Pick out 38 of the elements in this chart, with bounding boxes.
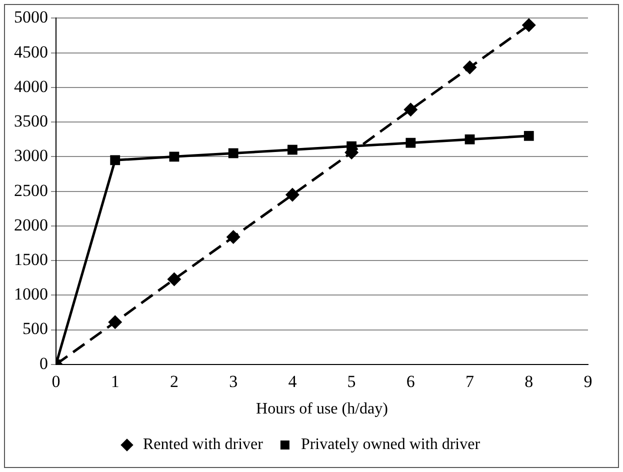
y-tick-label: 3000 — [14, 146, 48, 166]
point — [110, 155, 120, 166]
x-tick-label: 8 — [524, 372, 534, 392]
y-tick-label: 1000 — [14, 284, 48, 304]
x-axis-title: Hours of use (h/day) — [256, 400, 388, 418]
point — [108, 315, 122, 330]
point — [169, 152, 180, 162]
x-tick-label: 7 — [466, 372, 475, 392]
point — [167, 272, 182, 286]
legend-label: Privately owned with driver — [300, 436, 481, 454]
y-tick-label: 4500 — [14, 42, 48, 62]
point — [406, 138, 416, 148]
point — [228, 148, 238, 158]
point — [404, 102, 418, 117]
point — [226, 230, 240, 244]
y-tick-label: 4000 — [14, 76, 48, 96]
point — [462, 60, 477, 74]
x-tick-label: 3 — [229, 372, 238, 392]
point — [287, 144, 298, 155]
point — [524, 130, 534, 141]
x-tick-label: 1 — [110, 372, 120, 392]
y-tick-label: 1500 — [14, 250, 48, 270]
point — [464, 134, 475, 144]
y-tick-label: 0 — [40, 354, 48, 373]
x-tick-label: 5 — [347, 372, 356, 392]
point — [522, 18, 536, 32]
y-tick-label: 3500 — [14, 112, 48, 131]
y-tick-label: 5000 — [14, 8, 48, 27]
x-tick-label: 9 — [584, 372, 592, 392]
x-tick-label: 2 — [170, 372, 178, 392]
x-tick-label: 4 — [288, 372, 298, 392]
y-tick-label: 2500 — [14, 180, 48, 200]
y-tick-label: 500 — [22, 319, 48, 338]
x-tick-label: 6 — [406, 372, 415, 392]
x-tick-label: 0 — [52, 372, 60, 392]
y-tick-label: 2000 — [14, 215, 48, 234]
point — [285, 188, 300, 202]
legend-label: Rented with driver — [142, 436, 264, 454]
